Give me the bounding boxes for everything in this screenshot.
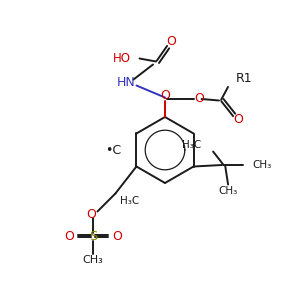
Text: O: O xyxy=(86,208,96,221)
Text: S: S xyxy=(89,230,97,244)
Text: O: O xyxy=(194,92,204,106)
Text: HN: HN xyxy=(117,76,135,89)
Text: CH₃: CH₃ xyxy=(252,160,271,170)
Text: O: O xyxy=(167,35,176,49)
Text: O: O xyxy=(112,230,122,243)
Text: H₃C: H₃C xyxy=(120,196,139,206)
Text: •C: •C xyxy=(105,143,122,157)
Text: CH₃: CH₃ xyxy=(82,255,103,265)
Text: O: O xyxy=(160,88,170,102)
Text: CH₃: CH₃ xyxy=(218,186,238,196)
Text: H₃C: H₃C xyxy=(182,140,201,151)
Text: R1: R1 xyxy=(236,72,252,86)
Text: O: O xyxy=(64,230,74,243)
Text: O: O xyxy=(233,113,243,126)
Text: HO: HO xyxy=(112,52,130,65)
